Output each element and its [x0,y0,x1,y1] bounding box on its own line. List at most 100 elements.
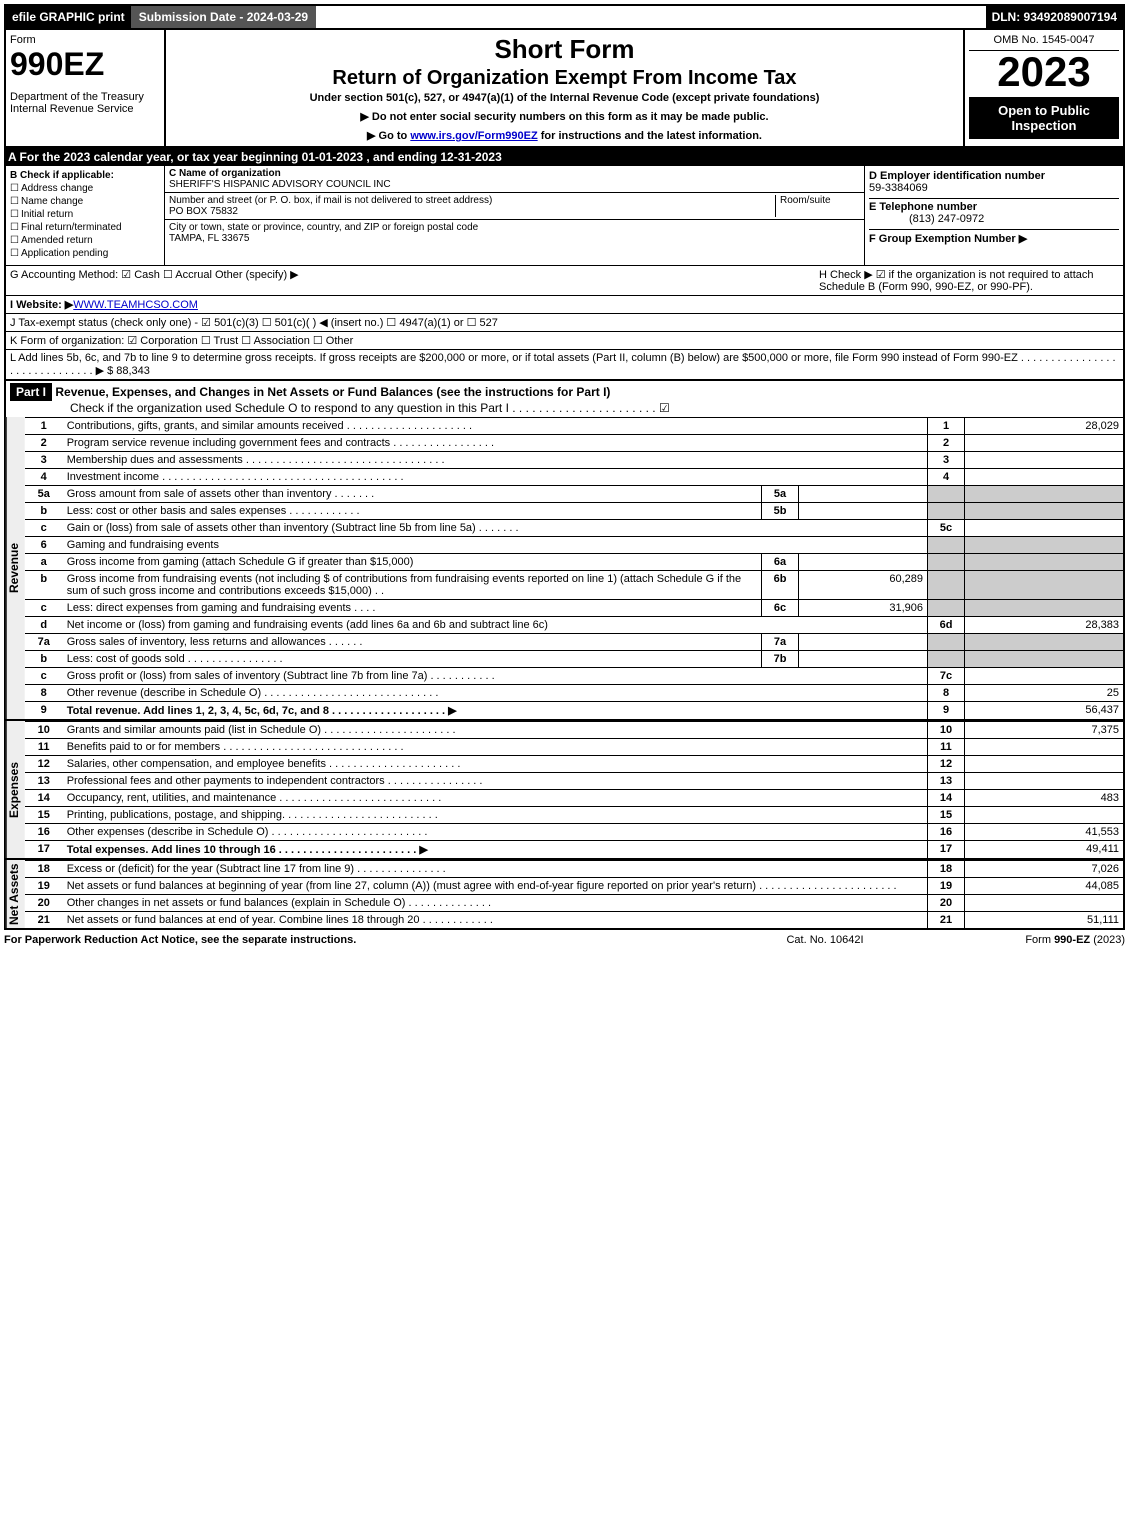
line-amount [965,469,1124,486]
line-ref: 1 [928,418,965,435]
phone-value: (813) 247-0972 [869,213,984,225]
line-ref: 18 [928,861,965,878]
line-num: 17 [25,841,63,859]
line-amount: 28,383 [965,617,1124,634]
submission-date: Submission Date - 2024-03-29 [131,6,316,28]
part1-sub: Check if the organization used Schedule … [10,401,670,415]
line-num: b [25,651,63,668]
line-text: Program service revenue including govern… [63,435,928,452]
top-bar: efile GRAPHIC print Submission Date - 20… [4,4,1125,30]
line-ref: 15 [928,807,965,824]
line-text: Excess or (deficit) for the year (Subtra… [63,861,928,878]
line-ref: 10 [928,722,965,739]
form-number: 990EZ [10,46,160,83]
mid-val [799,651,928,668]
f-block: F Group Exemption Number ▶ [869,229,1119,245]
expenses-vlabel: Expenses [6,721,25,858]
mid-val: 60,289 [799,571,928,600]
line-text: Total expenses. Add lines 10 through 16 … [63,841,928,859]
cb-application-pending[interactable]: Application pending [10,248,160,259]
line-num: 14 [25,790,63,807]
line-num: c [25,668,63,685]
netassets-vlabel: Net Assets [6,860,25,928]
mid-val: 31,906 [799,600,928,617]
line-ref-grey [928,571,965,600]
line-num: 13 [25,773,63,790]
line-text: Salaries, other compensation, and employ… [63,756,928,773]
street-value: PO BOX 75832 [169,206,238,217]
goto-note: ▶ Go to www.irs.gov/Form990EZ for instru… [170,129,959,142]
tax-year: 2023 [969,51,1119,93]
ein-value: 59-3384069 [869,182,928,194]
cb-name-change[interactable]: Name change [10,196,160,207]
mid-num: 5a [762,486,799,503]
line-ref: 2 [928,435,965,452]
part1-badge: Part I [10,383,52,401]
cb-final-return[interactable]: Final return/terminated [10,222,160,233]
line-j: J Tax-exempt status (check only one) - ☑… [6,313,1123,331]
line-ref: 20 [928,895,965,912]
line-amount-grey [965,600,1124,617]
city-label: City or town, state or province, country… [169,222,478,233]
header-right: OMB No. 1545-0047 2023 Open to Public In… [963,30,1123,146]
line-text: Gain or (loss) from sale of assets other… [63,520,928,537]
line-amount-grey [965,503,1124,520]
line-text: Net assets or fund balances at end of ye… [63,912,928,929]
line-num: 11 [25,739,63,756]
line-amount [965,452,1124,469]
line-amount [965,895,1124,912]
line-amount: 41,553 [965,824,1124,841]
line-text: Less: cost or other basis and sales expe… [63,503,762,520]
line-num: 9 [25,702,63,720]
mid-val [799,486,928,503]
line-text: Net assets or fund balances at beginning… [63,878,928,895]
f-label: F Group Exemption Number ▶ [869,233,1027,245]
line-amount [965,520,1124,537]
website-link[interactable]: WWW.TEAMHCSO.COM [73,299,198,311]
line-amount: 7,026 [965,861,1124,878]
cb-address-change[interactable]: Address change [10,183,160,194]
mid-num: 6b [762,571,799,600]
city-block: City or town, state or province, country… [165,220,864,246]
line-text: Net income or (loss) from gaming and fun… [63,617,928,634]
line-amount-grey [965,554,1124,571]
line-amount [965,739,1124,756]
subtitle: Under section 501(c), 527, or 4947(a)(1)… [170,92,959,104]
line-amount [965,668,1124,685]
line-text: Grants and similar amounts paid (list in… [63,722,928,739]
open-public-badge: Open to Public Inspection [969,97,1119,139]
line-text: Other revenue (describe in Schedule O) .… [63,685,928,702]
line-ref: 7c [928,668,965,685]
line-num: 12 [25,756,63,773]
line-h: H Check ▶ ☑ if the organization is not r… [819,268,1119,293]
line-amount: 483 [965,790,1124,807]
line-l: L Add lines 5b, 6c, and 7b to line 9 to … [6,349,1123,379]
line-num: d [25,617,63,634]
mid-num: 5b [762,503,799,520]
line-text: Other expenses (describe in Schedule O) … [63,824,928,841]
box-b-label: B Check if applicable: [10,170,114,181]
efile-print-button[interactable]: efile GRAPHIC print [6,6,131,28]
line-ref-grey [928,503,965,520]
city-value: TAMPA, FL 33675 [169,233,249,244]
irs-link[interactable]: www.irs.gov/Form990EZ [410,130,537,142]
form-label: Form [10,34,160,46]
org-name-block: C Name of organization SHERIFF'S HISPANI… [165,166,864,193]
part1-title: Revenue, Expenses, and Changes in Net As… [55,385,610,399]
line-gh-row: G Accounting Method: ☑ Cash ☐ Accrual Ot… [6,265,1123,295]
cb-initial-return[interactable]: Initial return [10,209,160,220]
line-amount [965,756,1124,773]
line-ref: 3 [928,452,965,469]
dln-label: DLN: 93492089007194 [986,6,1123,28]
line-amount-grey [965,634,1124,651]
footer: For Paperwork Reduction Act Notice, see … [4,930,1125,946]
cb-amended-return[interactable]: Amended return [10,235,160,246]
line-amount [965,773,1124,790]
line-text: Gross income from gaming (attach Schedul… [63,554,762,571]
c-label: C Name of organization [169,168,281,179]
header-middle: Short Form Return of Organization Exempt… [166,30,963,146]
expenses-table: 10Grants and similar amounts paid (list … [25,721,1123,858]
line-ref: 17 [928,841,965,859]
mid-num: 7b [762,651,799,668]
line-text: Gross income from fundraising events (no… [63,571,762,600]
